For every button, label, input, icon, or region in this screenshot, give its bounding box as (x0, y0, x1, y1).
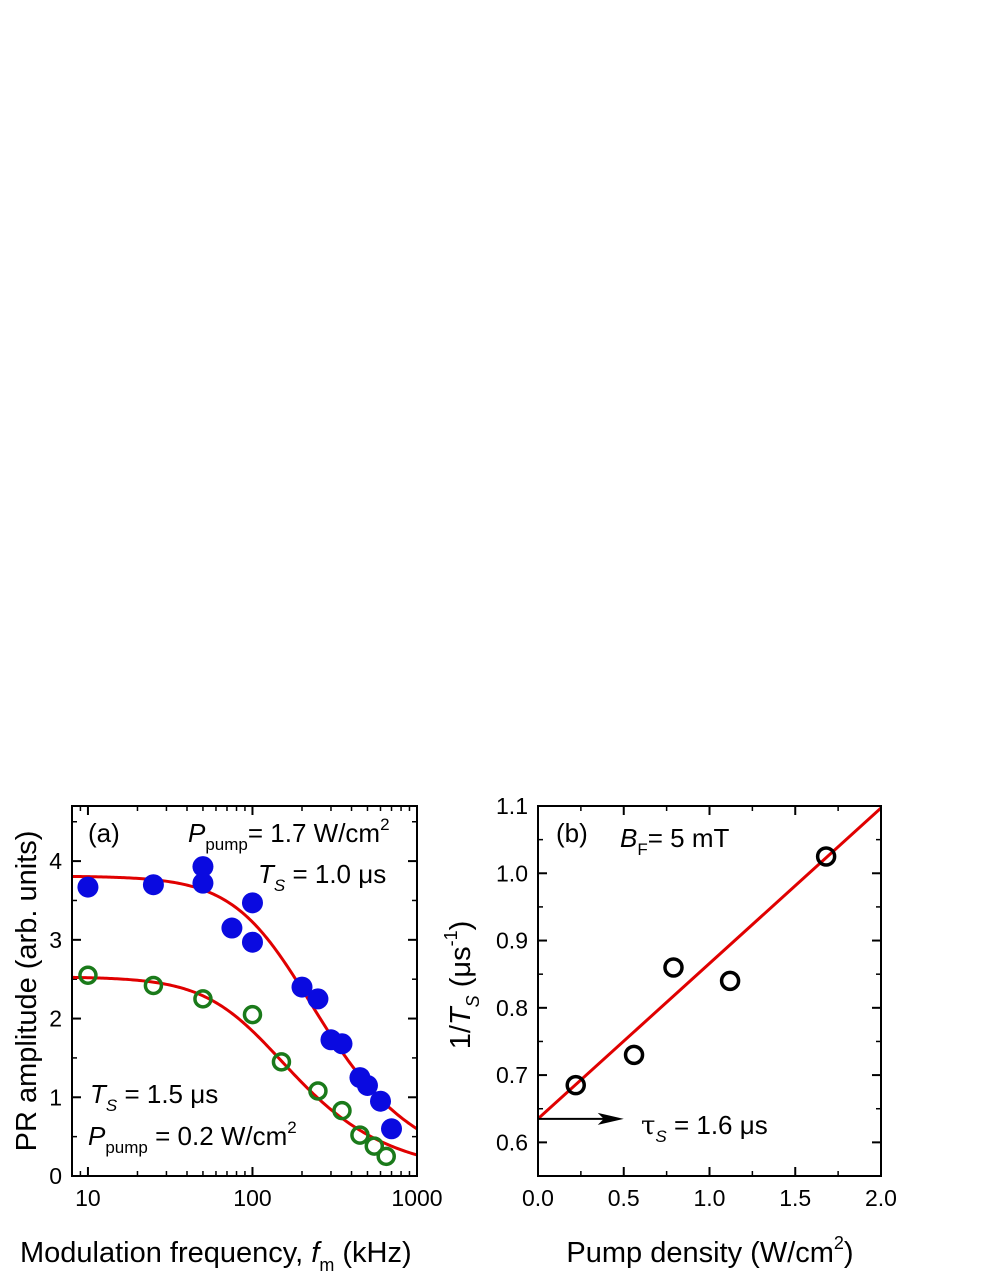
y-tick-label: 0.6 (496, 1129, 528, 1155)
x-tick-label: 1000 (391, 1185, 442, 1211)
data-point (241, 931, 263, 953)
data-point (350, 1125, 370, 1145)
data-point (623, 1044, 645, 1066)
y-tick-label: 0.8 (496, 995, 528, 1021)
y-tick-label: 3 (49, 927, 62, 953)
x-tick-label: 10 (75, 1185, 101, 1211)
data-point (381, 1118, 403, 1140)
data-point (364, 1136, 385, 1156)
tau-arrow (538, 1112, 624, 1125)
y-tick-label: 0.7 (496, 1062, 528, 1088)
annotation-ts-low-power: TS = 1.5 μs (90, 1079, 218, 1115)
x-tick-label: 1.0 (694, 1185, 726, 1211)
annotation-tau: τS = 1.6 μs (641, 1110, 768, 1146)
fit-line (538, 806, 881, 1120)
annotation-pump-power-high: Ppump= 1.7 W/cm2 (188, 815, 390, 854)
fit-curve (72, 975, 417, 1157)
data-point (356, 1074, 378, 1096)
data-point (663, 957, 684, 978)
data-point (719, 970, 741, 992)
data-point (192, 872, 214, 894)
data-point (815, 846, 837, 867)
panel-a-plot-frame (71, 805, 418, 1177)
x-tick-label: 2.0 (865, 1185, 897, 1211)
panel-b: 0.0 0.5 1.0 1.5 2.0 0.6 0.7 0.8 0.9 1.0 1.1 (b) BF… (441, 793, 897, 1269)
data-point (221, 917, 243, 939)
y-tick-label: 1 (49, 1084, 62, 1110)
data-point (143, 975, 164, 996)
panel-a-data-points (77, 856, 403, 1167)
panel-b-data-points (565, 846, 837, 1096)
panel-a-y-axis-label: PR amplitude (arb. units) (11, 831, 43, 1152)
data-point (242, 1004, 263, 1025)
annotation-pump-power-low: Ppump = 0.2 W/cm2 (88, 1118, 297, 1157)
panel-b-y-axis-label: 1/TS (μs-1) (441, 921, 483, 1050)
y-tick-label: 1.0 (496, 860, 528, 886)
panel-a-label: (a) (88, 818, 120, 848)
data-point (78, 965, 98, 986)
annotation-field: BF= 5 mT (620, 823, 729, 859)
data-point (142, 874, 164, 896)
data-point (331, 1033, 353, 1055)
arrow-head (597, 1112, 624, 1125)
y-tick-label: 0 (49, 1163, 62, 1189)
data-point (565, 1074, 586, 1096)
data-point (307, 988, 329, 1010)
annotation-ts-high-power: TS = 1.0 μs (258, 859, 386, 895)
data-point (376, 1146, 396, 1167)
y-tick-label: 4 (49, 848, 62, 874)
x-tick-label: 100 (233, 1185, 271, 1211)
panel-a-ticks: 10 100 1000 0 1 2 3 4 (49, 806, 443, 1211)
panel-b-x-axis-label: Pump density (W/cm2) (566, 1233, 853, 1269)
y-tick-label: 2 (49, 1006, 62, 1032)
y-tick-label: 0.9 (496, 928, 528, 954)
data-point (193, 989, 213, 1009)
data-point (271, 1052, 292, 1072)
panel-b-ticks: 0.0 0.5 1.0 1.5 2.0 0.6 0.7 0.8 0.9 1.0 1.1 (496, 793, 897, 1211)
x-tick-label: 0.0 (522, 1185, 554, 1211)
panel-b-plot-frame (537, 805, 882, 1177)
panel-b-fit-line (538, 806, 881, 1120)
data-point (241, 892, 263, 914)
data-point (308, 1081, 328, 1101)
data-point (77, 876, 99, 898)
data-point (369, 1090, 391, 1112)
panel-b-label: (b) (556, 818, 588, 848)
panel-a-x-axis-label: Modulation frequency, fm (kHz) (20, 1237, 412, 1275)
data-point (291, 976, 313, 998)
panel-a: 10 100 1000 0 1 2 3 4 (a) Ppump= 1.7 W/cm2 TS =… (11, 805, 443, 1275)
data-point (332, 1100, 352, 1121)
y-tick-label: 1.1 (496, 793, 528, 819)
x-tick-label: 1.5 (779, 1185, 811, 1211)
data-point (192, 856, 214, 878)
x-tick-label: 0.5 (608, 1185, 640, 1211)
